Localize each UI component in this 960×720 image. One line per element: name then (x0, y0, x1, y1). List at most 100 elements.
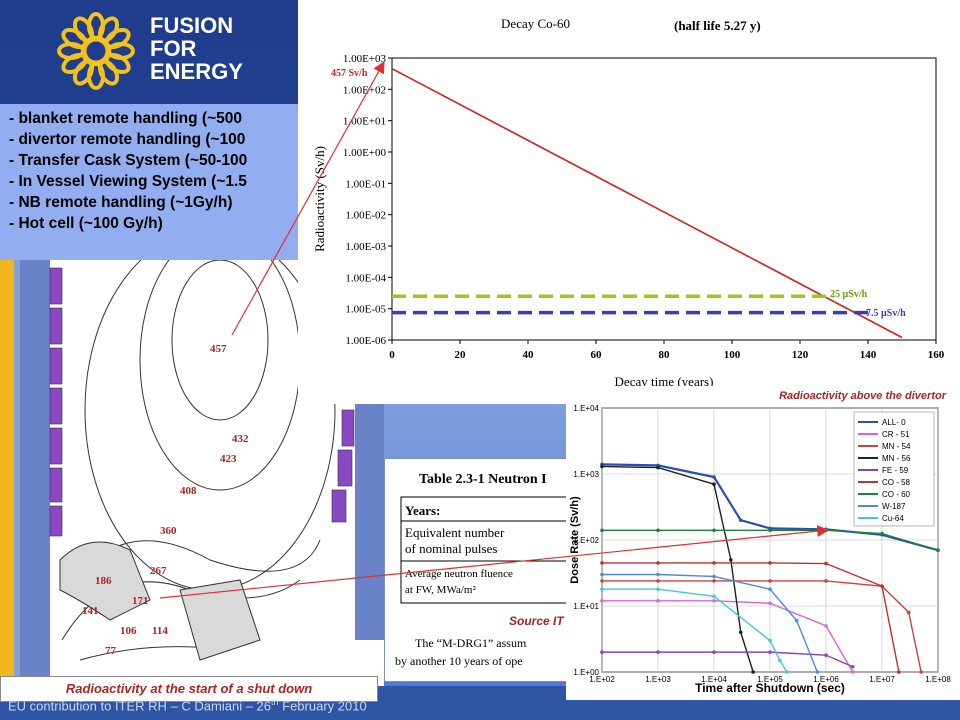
list-item: - divertor remote handling (~100 (9, 131, 246, 148)
inner-shield (20, 260, 50, 686)
list-item: - In Vessel Viewing System (~1.5 (9, 173, 247, 190)
series-point-fe-59 (850, 664, 855, 669)
y-tick-label: 1.00E+00 (343, 147, 387, 159)
series-point-cu-64 (656, 587, 660, 591)
table-note: by another 10 years of ope (395, 654, 523, 668)
series-point-cr-51 (712, 598, 716, 603)
sun-emblem-icon (57, 12, 135, 90)
series-line-cu-64 (602, 588, 788, 673)
shutdown-caption: Radioactivity at the start of a shut dow… (0, 676, 378, 702)
series-point-cr-51 (656, 598, 660, 603)
contour-label: 77 (105, 645, 117, 657)
list-item: - Transfer Cask System (~50-100 (9, 152, 248, 169)
series-point-co-60 (712, 528, 716, 533)
legend-label: W-187 (882, 502, 906, 511)
y-tick-label: 1.E+00 (573, 668, 599, 677)
legend-label: CO - 60 (882, 490, 911, 499)
logo-line-1: FUSION (150, 13, 234, 38)
blanket-modules (49, 267, 355, 537)
contour-label: 457 (210, 343, 227, 355)
inner-wall (14, 260, 20, 686)
y-tick-label: 1.00E-03 (345, 241, 386, 253)
series-point-co-60 (656, 528, 660, 533)
series-point-mn-54 (712, 579, 716, 583)
series-line-co-58 (602, 562, 900, 673)
legend-label: Cu-64 (882, 514, 904, 523)
series-point-w-187 (768, 587, 772, 591)
fusion-for-energy-logo (50, 8, 250, 94)
x-tick-label: 1.E+07 (869, 675, 895, 684)
logo-line-2: FOR (150, 36, 197, 61)
series-point-co-60 (824, 528, 828, 533)
source-label: Source IT (509, 614, 565, 628)
series-point-w-187 (656, 572, 660, 577)
series-point-mn-54 (768, 579, 772, 583)
divertor-dose-chart: Radioactivity above the divertor 1.E+00 1… (566, 386, 960, 700)
series-point-fe-59 (712, 650, 716, 654)
series-point-mn-56 (600, 464, 604, 469)
series-point-co-58 (880, 584, 884, 588)
y-tick-label: 1.00E-01 (345, 178, 386, 190)
contour-label: 267 (150, 565, 167, 577)
outer-shield (355, 400, 384, 640)
list-item: - Hot cell (~100 Gy/h) (9, 215, 163, 232)
table-row-years: Years: (405, 503, 440, 518)
x-tick-label: 1.E+02 (589, 675, 615, 684)
series-point-mn-56 (738, 630, 743, 635)
contour-label: 114 (152, 625, 168, 637)
series-line-cr-51 (602, 600, 854, 673)
y-tick-label: 1.E+04 (573, 404, 599, 413)
legend-label: MN - 56 (882, 454, 911, 463)
decay-co60-chart: Decay Co-60 (half life 5.27 y) 1.00E-06 1… (298, 0, 960, 404)
table-note: The “M-DRG1” assum (415, 636, 527, 650)
series-point-co-58 (824, 561, 828, 566)
table-row-pulses: Equivalent number (405, 525, 505, 540)
y-tick-label: 1.00E+01 (343, 116, 386, 128)
series-point-mn-56 (729, 558, 733, 562)
list-item: - blanket remote handling (~500 (9, 110, 242, 127)
x-tick-label: 40 (523, 349, 535, 361)
x-tick-label: 140 (860, 349, 877, 361)
series-point-mn-56 (656, 465, 660, 470)
chart-title: Decay Co-60 (501, 16, 570, 31)
series-point-fe-59 (824, 653, 828, 657)
series-point-mn-54 (824, 579, 828, 583)
series-point-cr-51 (768, 601, 772, 606)
logo-text: FUSION FOR ENERGY (150, 14, 243, 83)
contour-label: 171 (132, 595, 149, 607)
series-point-mn-54 (919, 670, 923, 674)
ref-line-label-blue: 7.5 µSv/h (866, 308, 906, 319)
decay-line (391, 67, 903, 339)
peak-annotation: 457 Sv/h (331, 68, 368, 79)
series-point-co-58 (897, 670, 901, 674)
series-line-mn-54 (602, 580, 922, 673)
x-tick-label: 1.E+08 (925, 675, 951, 684)
x-tick-label: 80 (659, 349, 671, 361)
y-tick-label: 1.00E+02 (343, 84, 386, 96)
x-tick-label: 0 (389, 349, 395, 361)
table-row-fluence: Average neutron fluence (405, 568, 513, 580)
y-tick-label: 1.E+01 (573, 602, 599, 611)
series-point-mn-54 (906, 610, 911, 615)
series-point-co-58 (768, 561, 772, 565)
series-point-w-187 (712, 574, 716, 579)
neutron-table-snippet: Table 2.3-1 Neutron I Years: Equivalent … (384, 458, 574, 682)
series-point-co-60 (936, 548, 940, 553)
series-point-co-60 (880, 531, 884, 536)
legend-label: FE - 59 (882, 466, 909, 475)
divertor-cassette (59, 541, 261, 661)
contour-label: 408 (180, 485, 197, 497)
divertor-caption: Radioactivity above the divertor (779, 390, 947, 402)
series-point-cr-51 (824, 624, 828, 628)
series-point-cu-64 (600, 587, 604, 591)
series-point-mn-56 (712, 482, 716, 487)
series-point-all-0 (738, 518, 743, 522)
legend-label: CO - 58 (882, 478, 911, 487)
footer-text-sup: th (271, 697, 279, 707)
outer-wall (0, 260, 14, 686)
x-tick-label: 1.E+06 (813, 675, 839, 684)
series-line-all-0 (601, 463, 939, 552)
series-line-mn-56 (601, 465, 754, 673)
y-tick-label: 1.00E-05 (345, 304, 386, 316)
x-tick-label: 60 (591, 349, 603, 361)
